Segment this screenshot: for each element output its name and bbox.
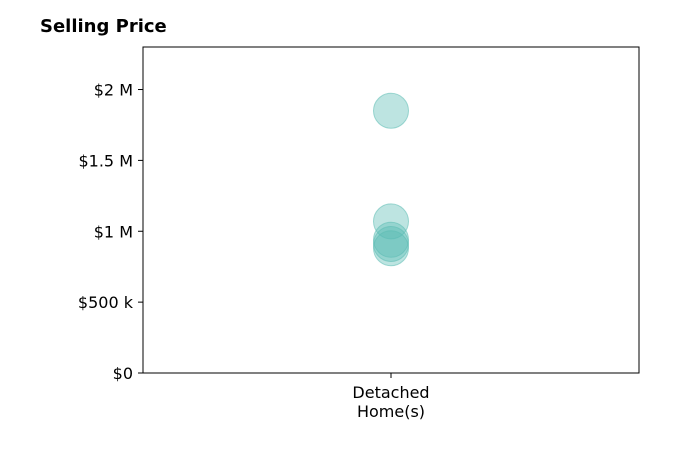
y-tick-label: $1 M <box>94 222 133 241</box>
data-point <box>373 230 409 267</box>
data-point <box>373 92 409 129</box>
data-points <box>373 92 409 267</box>
y-axis: $0 $500 k $1 M $1.5 M $2 M <box>78 81 143 383</box>
chart-title: Selling Price <box>40 16 167 37</box>
y-tick-label: $1.5 M <box>78 151 133 170</box>
y-tick-label: $500 k <box>78 293 134 312</box>
data-point <box>373 203 409 240</box>
y-tick-label: $2 M <box>94 81 133 100</box>
data-point <box>373 221 409 258</box>
data-point <box>373 226 409 263</box>
y-tick-label: $0 <box>113 364 133 383</box>
x-axis: Detached Home(s) <box>352 373 430 421</box>
x-tick-label: Detached Home(s) <box>352 383 429 421</box>
